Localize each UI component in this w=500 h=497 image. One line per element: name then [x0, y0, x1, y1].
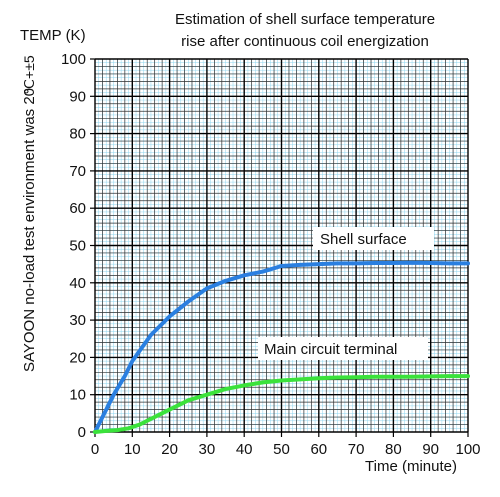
x-tick-label: 10 [124, 441, 141, 458]
series-label-main-circuit-terminal: Main circuit terminal [264, 341, 397, 358]
y-tick-label: 90 [69, 88, 86, 105]
x-tick-label: 70 [348, 441, 365, 458]
x-tick-label: 20 [161, 441, 178, 458]
x-axis-label: Time (minute) [365, 458, 457, 475]
series-label-shell-surface: Shell surface [320, 231, 407, 248]
chart-title-line-2: rise after continuous coil energization [181, 33, 429, 50]
x-tick-label: 90 [422, 441, 439, 458]
series-layer [93, 260, 470, 434]
y-tick-label: 20 [69, 349, 86, 366]
y-tick-label: 50 [69, 238, 86, 255]
series-label-bg-shell [313, 227, 434, 250]
tick-labels: 0 10 20 30 40 50 60 70 80 90 100 0 10 20 30 40 50 60 70 80 9… [61, 51, 481, 458]
side-note-main: SAYOON no-load test environment was 20 [21, 88, 38, 372]
y-tick-label: 10 [69, 387, 86, 404]
x-tick-label: 50 [273, 441, 290, 458]
chart-title-line-1: Estimation of shell surface temperature [175, 11, 435, 28]
y-axis-label: TEMP (K) [20, 27, 86, 44]
y-tick-label: 60 [69, 200, 86, 217]
x-tick-label: 80 [385, 441, 402, 458]
x-tick-label: 100 [455, 441, 480, 458]
y-tick-label: 0 [78, 424, 86, 441]
y-tick-label: 30 [69, 312, 86, 329]
y-tick-label: 70 [69, 163, 86, 180]
x-tick-label: 0 [91, 441, 99, 458]
side-note-sub: ℃+±5 [21, 55, 37, 95]
y-tick-label: 80 [69, 126, 86, 143]
series-label-bg-terminal [258, 337, 428, 360]
x-tick-label: 40 [236, 441, 253, 458]
series-line-shell-surface [93, 260, 470, 434]
x-tick-label: 60 [310, 441, 327, 458]
y-tick-label: 100 [61, 51, 86, 68]
series-line-main-circuit-terminal [93, 374, 470, 434]
y-tick-label: 40 [69, 275, 86, 292]
x-tick-label: 30 [199, 441, 216, 458]
